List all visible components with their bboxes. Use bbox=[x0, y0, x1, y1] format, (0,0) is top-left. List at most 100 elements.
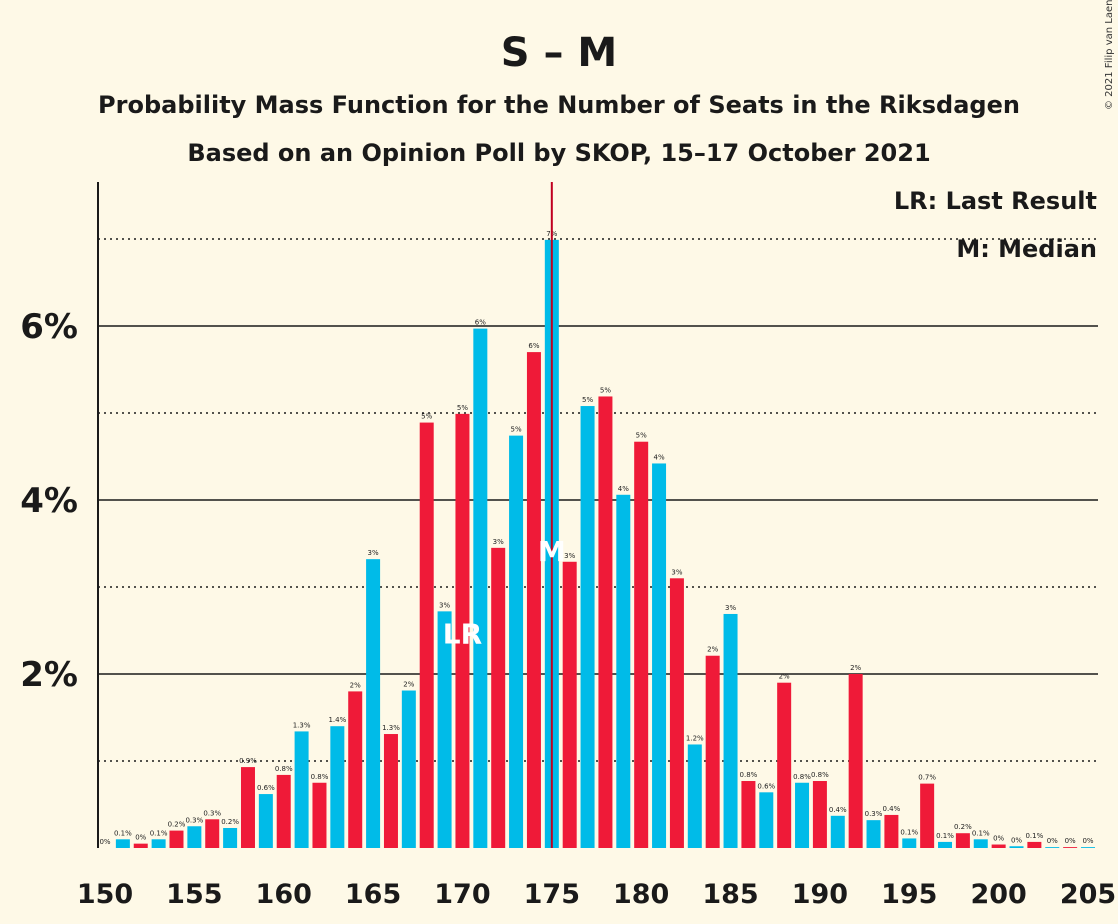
bar-seat-166 bbox=[383, 734, 398, 848]
data-label-seat-189: 0.8% bbox=[793, 773, 811, 781]
data-label-seat-194: 0.4% bbox=[883, 805, 901, 813]
data-label-seat-201: 0% bbox=[1011, 836, 1022, 844]
x-tick-label: 180 bbox=[613, 879, 669, 910]
bar-seat-181 bbox=[652, 463, 667, 848]
data-label-seat-168: 5% bbox=[421, 413, 432, 421]
data-label-seat-169: 3% bbox=[439, 601, 450, 609]
data-label-seat-157: 0.2% bbox=[221, 818, 239, 826]
bar-seat-155 bbox=[187, 826, 202, 848]
x-tick-label: 200 bbox=[970, 879, 1026, 910]
bar-seat-151 bbox=[115, 839, 130, 848]
bar-seat-195 bbox=[902, 838, 917, 848]
bar-seat-154 bbox=[169, 830, 184, 848]
data-label-seat-162: 0.8% bbox=[311, 773, 329, 781]
bar-seat-185 bbox=[723, 613, 738, 848]
bar-seat-164 bbox=[348, 691, 363, 848]
data-label-seat-153: 0.1% bbox=[150, 829, 168, 837]
data-label-seat-195: 0.1% bbox=[900, 828, 918, 836]
bar-seat-183 bbox=[687, 744, 702, 848]
bar-seat-162 bbox=[312, 782, 327, 848]
bar-seat-157 bbox=[223, 827, 238, 848]
bar-seat-202 bbox=[1027, 841, 1042, 848]
bar-seat-189 bbox=[795, 782, 810, 848]
data-label-seat-179: 4% bbox=[618, 485, 629, 493]
bar-seat-160 bbox=[276, 774, 291, 848]
data-label-seat-174: 6% bbox=[528, 342, 539, 350]
data-label-seat-178: 5% bbox=[600, 386, 611, 394]
data-label-seat-197: 0.1% bbox=[936, 832, 954, 840]
x-tick-label: 175 bbox=[524, 879, 580, 910]
bar-seat-161 bbox=[294, 731, 309, 848]
x-axis-ticks: 150 155 160 165 170 175 180 185 190 195 200 205 bbox=[77, 879, 1116, 910]
bar-seat-163 bbox=[330, 726, 345, 848]
data-label-seat-205: 0% bbox=[1082, 837, 1093, 845]
x-tick-label: 165 bbox=[345, 879, 401, 910]
x-tick-label: 185 bbox=[702, 879, 758, 910]
bar-seat-200 bbox=[991, 844, 1006, 848]
x-tick-label: 155 bbox=[166, 879, 222, 910]
data-label-seat-167: 2% bbox=[403, 681, 414, 689]
bar-seat-165 bbox=[366, 559, 381, 848]
data-label-seat-192: 2% bbox=[850, 664, 861, 672]
data-label-seat-166: 1.3% bbox=[382, 724, 400, 732]
bar-seat-169 bbox=[437, 611, 452, 848]
bar-seat-188 bbox=[777, 682, 792, 848]
bar-seat-190 bbox=[812, 781, 827, 848]
data-label-seat-170: 5% bbox=[457, 404, 468, 412]
data-label-seat-186: 0.8% bbox=[740, 771, 758, 779]
bar-seat-191 bbox=[830, 815, 845, 848]
data-label-seat-151: 0.1% bbox=[114, 829, 132, 837]
bar-seat-174 bbox=[526, 352, 541, 848]
chart-subtitle-1: Probability Mass Function for the Number… bbox=[98, 91, 1020, 119]
data-label-seat-193: 0.3% bbox=[865, 810, 883, 818]
legend-median: M: Median bbox=[956, 235, 1097, 263]
bar-seat-193 bbox=[866, 820, 881, 848]
bar-seat-187 bbox=[759, 792, 774, 848]
bar-seat-205 bbox=[1081, 847, 1095, 848]
bar-seat-197 bbox=[938, 841, 953, 848]
median-marker: M bbox=[538, 535, 566, 568]
data-label-seat-188: 2% bbox=[779, 673, 790, 681]
data-label-seat-176: 3% bbox=[564, 552, 575, 560]
bar-seat-204 bbox=[1063, 847, 1078, 848]
chart-subtitle-2: Based on an Opinion Poll by SKOP, 15–17 … bbox=[187, 139, 930, 167]
data-label-seat-202: 0.1% bbox=[1025, 832, 1043, 840]
bar-seat-194 bbox=[884, 814, 899, 848]
x-tick-label: 170 bbox=[434, 879, 490, 910]
bar-series bbox=[115, 239, 1095, 848]
bar-seat-180 bbox=[634, 441, 649, 848]
bar-seat-171 bbox=[473, 328, 488, 848]
chart-title: S – M bbox=[501, 30, 617, 76]
data-label-seat-191: 0.4% bbox=[829, 806, 847, 814]
bar-seat-198 bbox=[955, 833, 970, 848]
bar-seat-192 bbox=[848, 674, 863, 848]
x-tick-label: 150 bbox=[77, 879, 133, 910]
data-label-seat-204: 0% bbox=[1065, 837, 1076, 845]
data-label-seat-160: 0.8% bbox=[275, 765, 293, 773]
bar-seat-176 bbox=[562, 561, 577, 848]
bar-seat-156 bbox=[205, 819, 220, 848]
data-label-seat-161: 1.3% bbox=[293, 721, 311, 729]
gridlines bbox=[98, 238, 1098, 762]
bar-seat-173 bbox=[509, 435, 524, 848]
data-label-seat-185: 3% bbox=[725, 604, 736, 612]
data-label-seat-171: 6% bbox=[475, 319, 486, 327]
data-label-seat-159: 0.6% bbox=[257, 784, 275, 792]
data-label-seat-150: 0% bbox=[99, 838, 110, 846]
data-label-seat-172: 3% bbox=[493, 538, 504, 546]
data-label-seat-163: 1.4% bbox=[328, 716, 346, 724]
data-label-seat-190: 0.8% bbox=[811, 771, 829, 779]
data-label-seat-187: 0.6% bbox=[757, 782, 775, 790]
last-result-marker: LR bbox=[443, 618, 482, 651]
y-tick-label: 6% bbox=[20, 307, 78, 347]
bar-seat-170 bbox=[455, 413, 470, 848]
bar-seat-199 bbox=[973, 839, 988, 848]
legend-last-result: LR: Last Result bbox=[894, 187, 1097, 215]
x-tick-label: 160 bbox=[256, 879, 312, 910]
y-tick-label: 4% bbox=[20, 481, 78, 521]
x-tick-label: 205 bbox=[1060, 879, 1116, 910]
bar-seat-152 bbox=[133, 843, 148, 848]
data-label-seat-181: 4% bbox=[653, 453, 664, 461]
